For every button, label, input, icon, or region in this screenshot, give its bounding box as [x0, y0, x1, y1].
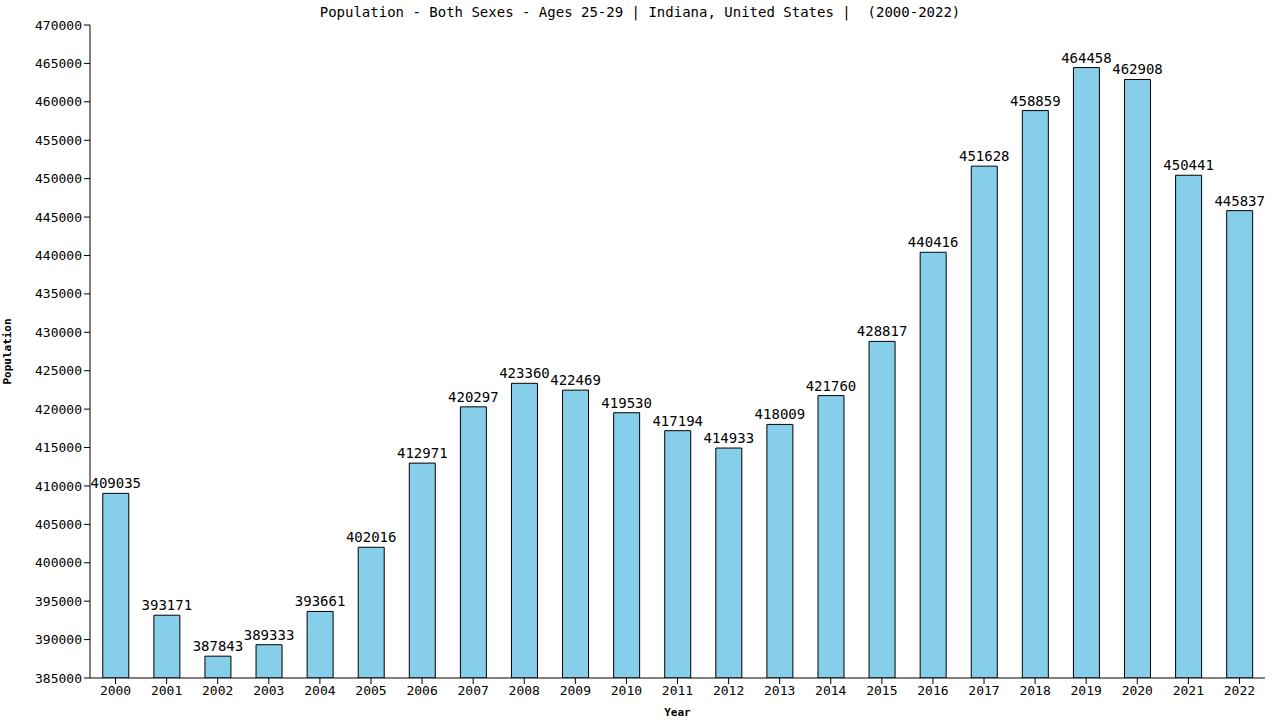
svg-text:428817: 428817 [857, 323, 908, 339]
svg-text:460000: 460000 [35, 94, 82, 109]
svg-text:458859: 458859 [1010, 93, 1061, 109]
svg-text:464458: 464458 [1061, 50, 1112, 66]
svg-text:450000: 450000 [35, 171, 82, 186]
svg-text:2003: 2003 [253, 683, 284, 698]
svg-text:421760: 421760 [806, 378, 857, 394]
svg-text:400000: 400000 [35, 555, 82, 570]
svg-text:445000: 445000 [35, 210, 82, 225]
svg-text:423360: 423360 [499, 365, 550, 381]
svg-text:393171: 393171 [142, 597, 193, 613]
svg-text:418009: 418009 [755, 406, 806, 422]
svg-text:450441: 450441 [1163, 157, 1214, 173]
svg-text:425000: 425000 [35, 363, 82, 378]
svg-text:2000: 2000 [100, 683, 131, 698]
svg-text:390000: 390000 [35, 632, 82, 647]
svg-text:405000: 405000 [35, 517, 82, 532]
svg-text:2005: 2005 [355, 683, 386, 698]
svg-text:470000: 470000 [35, 18, 82, 33]
svg-text:2020: 2020 [1122, 683, 1153, 698]
svg-text:2004: 2004 [304, 683, 335, 698]
svg-text:465000: 465000 [35, 56, 82, 71]
svg-text:412971: 412971 [397, 445, 448, 461]
svg-text:462908: 462908 [1112, 61, 1163, 77]
svg-text:455000: 455000 [35, 133, 82, 148]
svg-text:410000: 410000 [35, 479, 82, 494]
svg-text:415000: 415000 [35, 440, 82, 455]
svg-text:2022: 2022 [1224, 683, 1255, 698]
svg-text:2009: 2009 [560, 683, 591, 698]
svg-text:385000: 385000 [35, 671, 82, 686]
html-text:Population - Both Sexes - Ages: Population - Both Sexes - Ages 25-29 | I… [319, 4, 961, 20]
svg-text:422469: 422469 [550, 372, 601, 388]
svg-text:440416: 440416 [908, 234, 959, 250]
svg-text:420297: 420297 [448, 389, 499, 405]
svg-text:2002: 2002 [202, 683, 233, 698]
svg-text:Population: Population [8, 318, 14, 384]
svg-text:2011: 2011 [662, 683, 693, 698]
svg-text:2013: 2013 [764, 683, 795, 698]
svg-text:2018: 2018 [1019, 683, 1050, 698]
svg-text:2010: 2010 [611, 683, 642, 698]
svg-text:2006: 2006 [406, 683, 437, 698]
svg-text:389333: 389333 [244, 627, 295, 643]
svg-text:402016: 402016 [346, 529, 397, 545]
svg-text:2021: 2021 [1173, 683, 1204, 698]
svg-text:409035: 409035 [90, 475, 141, 491]
svg-text:2017: 2017 [968, 683, 999, 698]
svg-text:445837: 445837 [1214, 193, 1265, 209]
svg-text:2012: 2012 [713, 683, 744, 698]
svg-text:414933: 414933 [704, 430, 755, 446]
svg-text:2007: 2007 [457, 683, 488, 698]
svg-text:2019: 2019 [1071, 683, 1102, 698]
svg-text:420000: 420000 [35, 402, 82, 417]
svg-text:430000: 430000 [35, 325, 82, 340]
svg-text:2008: 2008 [509, 683, 540, 698]
svg-text:435000: 435000 [35, 286, 82, 301]
svg-text:395000: 395000 [35, 594, 82, 609]
svg-text:2016: 2016 [917, 683, 948, 698]
svg-text:Year: Year [664, 706, 691, 719]
svg-text:387843: 387843 [193, 638, 244, 654]
svg-text:419530: 419530 [601, 395, 652, 411]
svg-text:440000: 440000 [35, 248, 82, 263]
svg-text:2015: 2015 [866, 683, 897, 698]
svg-text:417194: 417194 [652, 413, 703, 429]
svg-text:2001: 2001 [151, 683, 182, 698]
svg-text:393661: 393661 [295, 593, 346, 609]
svg-text:451628: 451628 [959, 148, 1010, 164]
svg-text:2014: 2014 [815, 683, 846, 698]
